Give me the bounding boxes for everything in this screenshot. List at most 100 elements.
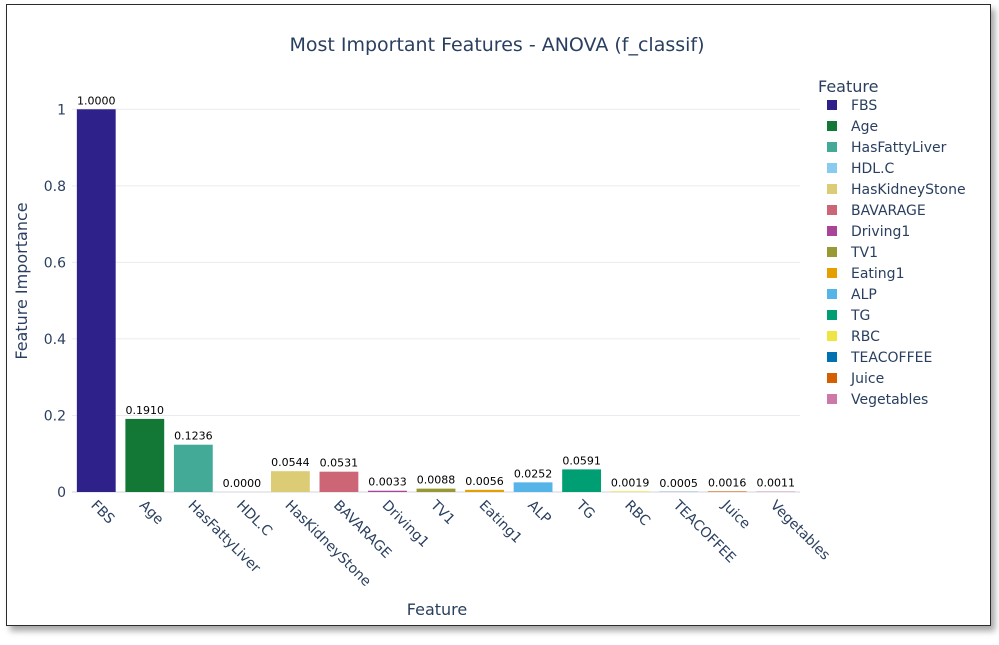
bar-fbs[interactable] [76,109,116,492]
legend-item[interactable]: TEACOFFEE [827,350,932,366]
y-tick-label: 0 [57,485,66,501]
legend-title: Feature [818,77,878,96]
x-tick-label: Juice [718,497,753,532]
legend-swatch [827,184,837,194]
legend[interactable]: Feature FBS Age HasFattyLiver HDL.C HasKidne… [818,77,966,408]
legend-label: Vegetables [851,392,928,408]
x-tick-label: Vegetables [767,498,833,564]
legend-item[interactable]: TG [827,308,870,324]
chart-title: Most Important Features - ANOVA (f_class… [289,34,704,56]
legend-swatch [827,331,837,341]
legend-label: TG [850,308,870,324]
legend-label: Age [851,119,878,135]
value-label: 1.0000 [77,94,116,107]
bar-age[interactable] [125,418,165,492]
x-tick-label: TG [572,497,598,523]
legend-label: BAVARAGE [851,203,926,219]
value-label: 0.0544 [271,456,310,469]
value-label: 0.1910 [126,404,165,417]
bar-eating1[interactable] [465,489,504,492]
x-tick-label: HDL.C [233,498,275,540]
bar-tv1[interactable] [416,488,456,492]
legend-item[interactable]: FBS [827,98,877,114]
legend-swatch [827,352,837,362]
bar-haskidneystone[interactable] [270,471,310,492]
legend-swatch [827,142,837,152]
bar-tg[interactable] [562,469,602,492]
value-label: 0.0531 [320,457,359,470]
legend-item[interactable]: Juice [827,371,884,387]
legend-label: FBS [851,98,877,114]
value-label: 0.0591 [562,454,601,467]
value-labels: 1.0000 0.1910 0.1236 0.0000 0.0544 0.0531 0.00… [77,94,795,490]
bar-juice[interactable] [707,491,747,492]
x-tick-label: Eating1 [476,498,525,547]
x-tick-label: Age [136,498,166,528]
legend-item[interactable]: Driving1 [827,224,910,240]
value-label: 0.0011 [756,477,795,490]
value-label: 0.0000 [223,477,262,490]
y-tick-label: 0.8 [44,179,66,195]
bar-hasfattyliver[interactable] [173,444,213,492]
legend-item[interactable]: HasKidneyStone [827,182,966,198]
legend-swatch [827,268,837,278]
legend-label: HasKidneyStone [851,182,966,198]
y-axis-ticks: 0 0.2 0.4 0.6 0.8 1 [44,102,66,501]
legend-item[interactable]: Vegetables [827,392,928,408]
y-tick-label: 0.4 [44,332,66,348]
legend-label: RBC [851,329,880,345]
y-tick-label: 0.2 [44,408,66,424]
y-tick-label: 1 [57,102,66,118]
x-tick-label: TV1 [426,497,457,528]
x-tick-label: RBC [621,498,653,530]
legend-label: HDL.C [851,161,895,177]
bar-driving1[interactable] [368,490,407,492]
legend-swatch [827,100,837,110]
value-label: 0.0005 [659,477,698,490]
value-label: 0.0019 [611,476,650,489]
legend-item[interactable]: Age [827,119,878,135]
legend-item[interactable]: TV1 [827,245,878,261]
value-label: 0.0033 [368,476,407,489]
x-axis-label: Feature [407,600,467,619]
value-label: 0.1236 [174,430,213,443]
legend-item[interactable]: RBC [827,329,880,345]
legend-label: TEACOFFEE [850,350,932,366]
chart-frame [6,4,991,626]
legend-label: TV1 [850,245,878,261]
y-tick-label: 0.6 [44,255,66,271]
legend-label: Eating1 [851,266,904,282]
x-tick-label: HasKidneyStone [282,498,374,590]
legend-swatch [827,247,837,257]
legend-swatch [827,205,837,215]
legend-item[interactable]: ALP [827,287,877,303]
legend-item[interactable]: Eating1 [827,266,904,282]
x-tick-label: ALP [524,498,554,528]
legend-label: Driving1 [851,224,910,240]
y-axis-label: Feature Importance [12,202,31,359]
legend-item[interactable]: HasFattyLiver [827,140,947,156]
value-label: 0.0016 [708,476,747,489]
legend-label: ALP [851,287,877,303]
legend-swatch [827,394,837,404]
legend-item[interactable]: HDL.C [827,161,895,177]
legend-swatch [827,121,837,131]
value-label: 0.0088 [417,474,456,487]
legend-swatch [827,163,837,173]
legend-label: HasFattyLiver [851,140,947,156]
legend-swatch [827,373,837,383]
legend-label: Juice [850,371,884,387]
legend-swatch [827,310,837,320]
bar-rbc[interactable] [610,491,650,492]
legend-swatch [827,289,837,299]
x-tick-label: FBS [87,498,117,528]
bar-bavarage[interactable] [319,471,359,492]
bar-alp[interactable] [513,482,553,492]
value-label: 0.0252 [514,467,553,480]
value-label: 0.0056 [465,475,504,488]
legend-item[interactable]: BAVARAGE [827,203,926,219]
bars [76,109,796,492]
legend-swatch [827,226,837,236]
